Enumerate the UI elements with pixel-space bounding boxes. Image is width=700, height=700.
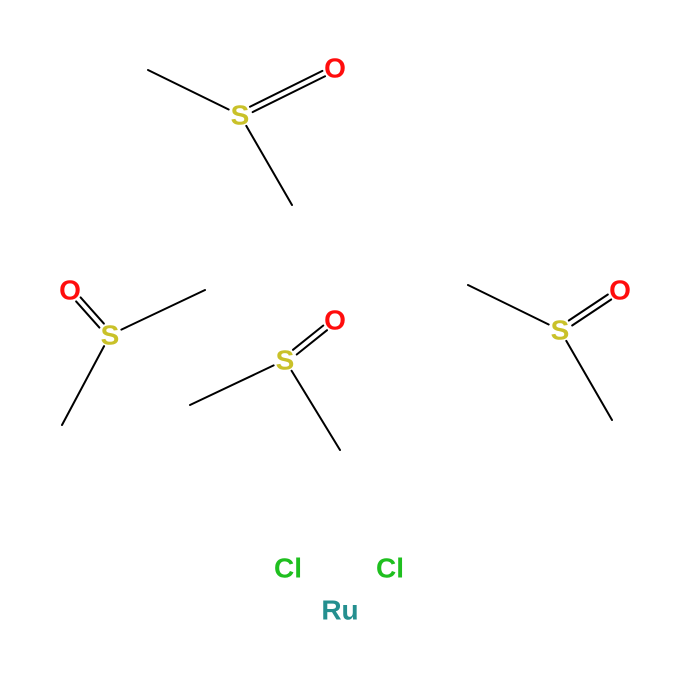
atom-o: O [59,275,81,306]
atom-o: O [324,305,346,336]
bond-line [569,294,608,320]
bond-line [253,76,325,112]
atom-s: S [551,315,570,346]
bond-line [246,126,292,205]
bond-line [566,341,612,420]
bond-line [121,290,205,330]
bond-line [468,285,549,324]
atom-o: O [324,53,346,84]
bond-line [250,71,322,107]
bond-line [572,299,611,325]
atom-ru: Ru [321,595,358,626]
atom-cl: Cl [376,553,404,584]
atom-s: S [101,320,120,351]
molecule-diagram: SOSOSOSOClClRu [0,0,700,700]
atom-s: S [276,345,295,376]
bond-line [292,371,340,450]
atom-s: S [231,100,250,131]
bond-line [148,70,229,109]
bond-line [190,365,274,405]
atom-cl: Cl [274,553,302,584]
bond-line [62,346,104,425]
atom-o: O [609,275,631,306]
